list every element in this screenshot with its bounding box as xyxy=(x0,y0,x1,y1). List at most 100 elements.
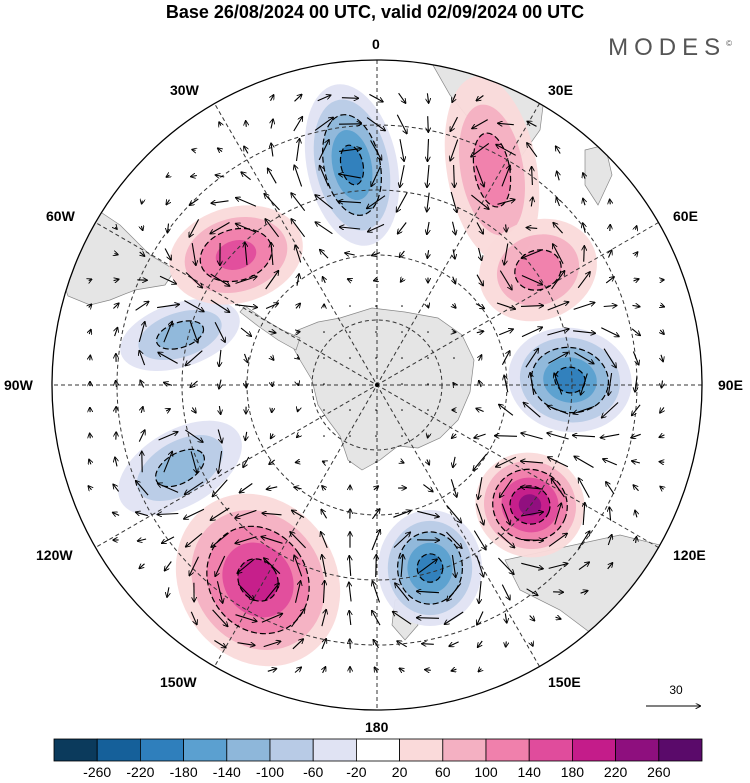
wind-vector-371 xyxy=(322,555,327,577)
wind-vector-60 xyxy=(291,193,306,212)
wind-vector-357 xyxy=(473,530,485,550)
wind-vector-325 xyxy=(184,508,205,519)
wind-vector-154 xyxy=(496,302,515,309)
wind-vector-383 xyxy=(167,587,169,596)
wind-vector-350 xyxy=(290,532,306,549)
wind-vector-22 xyxy=(192,150,195,151)
wind-vector-132 xyxy=(521,274,542,285)
colorbar-label-8: 60 xyxy=(435,764,451,780)
wind-vector-201 xyxy=(525,349,538,368)
wind-vector-302 xyxy=(158,484,179,493)
wind-vector-237 xyxy=(272,408,273,412)
wind-vector-379 xyxy=(521,562,542,568)
colorbar-swatch-7 xyxy=(355,738,400,762)
wind-vector-71 xyxy=(583,199,585,206)
lon-label-60w: 60W xyxy=(46,208,75,224)
wind-vector-338 xyxy=(521,512,543,517)
colorbar-swatch-14 xyxy=(658,738,703,762)
wind-vector-204 xyxy=(603,348,616,368)
contour-5-2 xyxy=(492,468,568,542)
wind-vector-100 xyxy=(271,243,273,266)
lon-label-90e: 90E xyxy=(718,377,743,393)
wind-vector-322 xyxy=(113,513,120,516)
wind-vector-16 xyxy=(396,114,406,134)
wind-vector-77 xyxy=(211,222,230,234)
wind-vector-81 xyxy=(316,222,333,235)
wind-vector-29 xyxy=(370,140,382,159)
anomaly-positive-6-level-4 xyxy=(237,558,279,602)
wind-vector-184 xyxy=(90,356,91,361)
wind-vector-399 xyxy=(580,591,588,593)
wind-vector-346 xyxy=(186,532,203,546)
wind-vector-423 xyxy=(422,644,434,645)
wind-vector-163 xyxy=(138,322,144,343)
wind-vector-122 xyxy=(265,271,279,290)
wind-vector-179 xyxy=(547,329,568,336)
wind-vector-433 xyxy=(400,669,405,672)
brand-mark: © xyxy=(726,39,732,48)
wind-vector-171 xyxy=(349,331,351,333)
wind-vector-152 xyxy=(452,304,455,307)
wind-vector-393 xyxy=(417,591,440,592)
wind-vector-280 xyxy=(190,451,197,472)
wind-vector-387 xyxy=(264,584,279,601)
wind-vector-65 xyxy=(427,192,429,212)
wind-vector-372 xyxy=(349,556,350,576)
wind-vector-79 xyxy=(265,219,280,238)
wind-vector-348 xyxy=(236,536,257,544)
wind-vector-273 xyxy=(601,433,620,437)
wind-vector-155 xyxy=(520,306,543,307)
wind-vector-267 xyxy=(452,434,456,438)
wind-vector-2 xyxy=(317,95,331,102)
wind-vector-75 xyxy=(168,223,169,233)
wind-vector-349 xyxy=(262,537,283,544)
wind-vector-20 xyxy=(498,123,514,124)
wind-vector-70 xyxy=(557,198,560,207)
wind-vector-234 xyxy=(192,407,195,413)
wind-vector-167 xyxy=(240,327,251,336)
wind-vector-268 xyxy=(474,433,486,438)
wind-vector-369 xyxy=(264,558,281,575)
wind-vector-358 xyxy=(497,532,514,548)
wind-vector-243 xyxy=(427,409,429,411)
wind-vector-430 xyxy=(323,667,326,674)
wind-vector-223 xyxy=(504,376,509,393)
wind-vector-106 xyxy=(427,250,428,258)
colorbar-label-11: 180 xyxy=(560,764,585,780)
anomaly-positive-8-level-2 xyxy=(473,133,511,207)
wind-vector-200 xyxy=(501,351,509,366)
wind-vector-382 xyxy=(607,563,613,570)
wind-vector-211 xyxy=(191,380,198,387)
wind-vector-42 xyxy=(294,166,303,187)
wind-vector-13 xyxy=(314,118,333,131)
colorbar-swatch-12 xyxy=(572,738,617,762)
wind-vector-76 xyxy=(189,219,200,236)
anomaly-positive-5-level-5 xyxy=(518,494,542,516)
wind-vector-51 xyxy=(532,167,533,186)
wind-vector-174 xyxy=(427,331,429,333)
wind-vector-193 xyxy=(323,357,325,359)
colorbar-swatch-13 xyxy=(615,738,660,762)
wind-vector-324 xyxy=(158,514,179,515)
wind-vector-199 xyxy=(479,355,482,361)
wind-vector-63 xyxy=(367,195,386,209)
wind-vector-335 xyxy=(446,505,461,523)
wind-vector-328 xyxy=(263,513,282,515)
wind-vector-410 xyxy=(445,611,464,624)
colorbar-swatch-5 xyxy=(269,738,314,762)
wind-vector-123 xyxy=(297,274,299,286)
wind-vector-85 xyxy=(427,221,429,234)
wind-vector-221 xyxy=(453,383,454,385)
wind-vector-129 xyxy=(453,276,456,284)
wind-vector-434 xyxy=(425,670,431,671)
wind-vector-288 xyxy=(401,461,404,462)
wind-vector-208 xyxy=(116,381,117,387)
wind-vector-183 xyxy=(660,330,664,334)
wind-vector-412 xyxy=(505,613,506,622)
wind-vector-26 xyxy=(295,139,300,161)
wind-vector-436 xyxy=(479,669,482,672)
wind-vector-305 xyxy=(240,483,253,493)
wind-vectors xyxy=(89,92,665,674)
wind-vector-68 xyxy=(497,200,515,205)
colorbar-swatch-6 xyxy=(312,738,357,762)
